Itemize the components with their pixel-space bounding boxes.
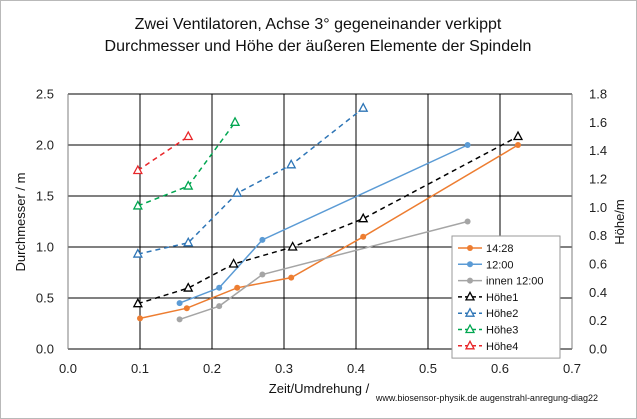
data-point — [216, 284, 223, 291]
credit-text: www.biosensor-physik.de augenstrahl-anre… — [375, 393, 598, 403]
data-point — [467, 245, 473, 251]
data-point — [176, 316, 183, 323]
legend-label: Höhe3 — [486, 325, 518, 337]
legend-item: Höhe2 — [458, 307, 518, 320]
y2-tick-label: 0.6 — [589, 257, 607, 272]
y2-tick-label: 0.2 — [589, 313, 607, 328]
data-point — [132, 164, 143, 175]
series-line — [137, 135, 519, 305]
series-layer — [132, 102, 524, 323]
x-tick-label: 0.1 — [131, 361, 149, 376]
data-point — [464, 339, 476, 350]
y2-tick-label: 1.2 — [589, 172, 607, 187]
data-point — [132, 297, 143, 308]
data-point — [360, 233, 367, 240]
x-tick-label: 0.2 — [203, 361, 221, 376]
x-axis-title: Zeit/Umdrehung / — [269, 381, 370, 396]
data-point — [464, 307, 476, 317]
series-h-he4 — [132, 130, 194, 175]
data-point — [467, 261, 473, 268]
data-point — [467, 277, 473, 284]
data-point — [259, 236, 266, 243]
y2-tick-label: 1.0 — [589, 200, 607, 215]
x-tick-label: 0.7 — [563, 361, 581, 376]
series-line — [179, 220, 468, 321]
data-point — [515, 142, 521, 148]
data-point — [232, 187, 243, 197]
x-tick-label: 0.5 — [419, 361, 437, 376]
axis-layer: 0.0 0.5 1.0 1.5 2.0 2.5 0.0 0.1 0.2 0.3 0.4 0.5 0.6 0… — [36, 87, 607, 377]
series-line — [137, 135, 189, 172]
data-point — [132, 248, 143, 258]
chart-title-line-2: Durchmesser und Höhe der äußeren Element… — [105, 38, 532, 55]
series-12-00 — [176, 142, 471, 307]
legend-item: Höhe3 — [458, 323, 518, 337]
y2-tick-label: 0.4 — [589, 285, 607, 300]
y2-axis-title: Höhe/m — [612, 199, 627, 245]
legend-item: Höhe1 — [458, 291, 518, 304]
legend-item: Höhe4 — [458, 339, 518, 353]
data-point — [259, 271, 266, 278]
legend-label: innen 12:00 — [486, 276, 544, 288]
data-point — [286, 158, 297, 169]
x-tick-label: 0.3 — [275, 361, 293, 376]
y-axis-title: Durchmesser / m — [13, 173, 28, 272]
data-point — [358, 212, 369, 223]
data-point — [229, 116, 241, 126]
legend-label: 14:28 — [486, 243, 514, 255]
y-tick-label: 0.5 — [36, 291, 54, 306]
y-tick-label: 1.5 — [36, 189, 54, 204]
series-14-28 — [137, 142, 521, 322]
y-tick-label: 2.0 — [36, 138, 54, 153]
data-point — [228, 258, 239, 268]
data-point — [512, 130, 524, 141]
data-point — [358, 102, 369, 112]
series-h-he2 — [132, 102, 369, 258]
data-point — [183, 130, 194, 141]
x-tick-label: 0.0 — [59, 361, 77, 376]
legend-item: 12:00 — [458, 259, 514, 271]
series-line — [139, 144, 519, 320]
x-tick-label: 0.6 — [491, 361, 509, 376]
y-tick-label: 1.0 — [36, 240, 54, 255]
data-point — [132, 200, 143, 210]
data-point — [464, 142, 471, 148]
data-point — [464, 218, 471, 225]
chart-title-line-1: Zwei Ventilatoren, Achse 3° gegeneinande… — [135, 16, 502, 33]
data-point — [183, 305, 190, 312]
legend-item: 14:28 — [458, 243, 514, 255]
legend-label: Höhe2 — [486, 308, 518, 320]
data-point — [183, 282, 194, 292]
data-point — [464, 291, 476, 301]
data-point — [287, 241, 298, 251]
series-h-he1 — [132, 130, 524, 308]
data-point — [183, 236, 194, 247]
y2-tick-label: 0.0 — [589, 342, 607, 357]
data-point — [216, 303, 223, 310]
legend-label: Höhe4 — [486, 341, 518, 353]
data-point — [176, 300, 183, 307]
y2-tick-label: 0.8 — [589, 228, 607, 243]
data-point — [234, 284, 241, 291]
legend-item: innen 12:00 — [458, 276, 544, 288]
legend-label: 12:00 — [486, 259, 514, 271]
y2-tick-label: 1.6 — [589, 115, 607, 130]
legend: 14:28 12:00 innen 12:00 Höhe1 Höhe2 Höhe3 Höhe… — [451, 235, 561, 359]
y2-tick-label: 1.4 — [589, 143, 607, 158]
data-point — [464, 323, 476, 334]
y2-tick-label: 1.8 — [589, 87, 607, 102]
data-point — [288, 274, 295, 281]
data-point — [137, 315, 143, 322]
y-tick-label: 0.0 — [36, 342, 54, 357]
series-line — [179, 144, 468, 304]
series-h-he3 — [132, 116, 241, 210]
series-innen-12-00 — [176, 218, 471, 323]
data-point — [183, 180, 194, 190]
y-tick-label: 2.5 — [36, 87, 54, 102]
x-tick-label: 0.4 — [347, 361, 365, 376]
legend-label: Höhe1 — [486, 292, 518, 304]
